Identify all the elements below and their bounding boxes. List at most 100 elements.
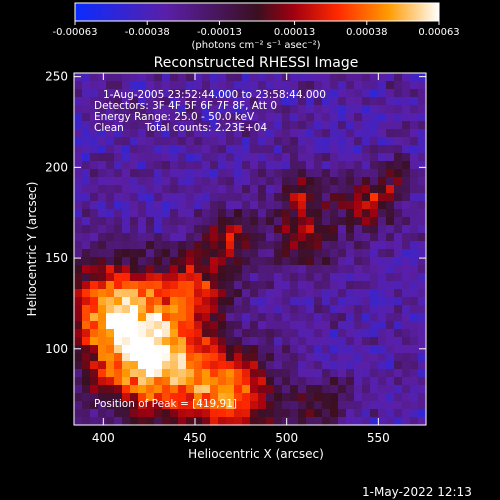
heatmap-cell <box>130 201 139 210</box>
heatmap-cell <box>258 241 267 250</box>
heatmap-cell <box>82 241 91 250</box>
heatmap-cell <box>186 73 195 82</box>
heatmap-cell <box>98 209 107 218</box>
heatmap-cell <box>338 281 347 290</box>
heatmap-cell <box>314 161 323 170</box>
heatmap-cell <box>338 161 347 170</box>
heatmap-cell <box>314 409 323 418</box>
heatmap-cell <box>322 361 331 370</box>
heatmap-cell <box>114 361 123 370</box>
heatmap-cell <box>138 105 147 114</box>
heatmap-cell <box>114 201 123 210</box>
heatmap-cell <box>162 353 171 362</box>
heatmap-cell <box>314 289 323 298</box>
heatmap-cell <box>194 353 203 362</box>
heatmap-cell <box>90 313 99 322</box>
heatmap-cell <box>418 329 427 338</box>
heatmap-cell <box>146 361 155 370</box>
heatmap-cell <box>370 201 379 210</box>
heatmap-cell <box>202 153 211 162</box>
heatmap-cell <box>226 345 235 354</box>
heatmap-cell <box>258 153 267 162</box>
heatmap-cell <box>378 241 387 250</box>
heatmap-cell <box>162 321 171 330</box>
heatmap-cell <box>186 417 195 426</box>
heatmap-cell <box>394 193 403 202</box>
heatmap-cell <box>242 161 251 170</box>
heatmap-cell <box>418 249 427 258</box>
heatmap-cell <box>402 305 411 314</box>
heatmap-cell <box>394 265 403 274</box>
heatmap-cell <box>362 417 371 426</box>
heatmap-cell <box>306 81 315 90</box>
heatmap-cell <box>274 417 283 426</box>
heatmap-cell <box>202 305 211 314</box>
heatmap-cell <box>394 225 403 234</box>
heatmap-cell <box>370 393 379 402</box>
heatmap-cell <box>162 185 171 194</box>
heatmap-cell <box>418 105 427 114</box>
heatmap-cell <box>194 81 203 90</box>
heatmap-cell <box>394 209 403 218</box>
heatmap-cell <box>170 265 179 274</box>
heatmap-cell <box>194 241 203 250</box>
y-tick-label: 100 <box>45 342 68 356</box>
heatmap-cell <box>202 225 211 234</box>
heatmap-cell <box>74 337 83 346</box>
plot-frame <box>73 72 427 426</box>
heatmap-cell <box>410 297 419 306</box>
heatmap-cell <box>234 377 243 386</box>
heatmap-cell <box>186 409 195 418</box>
heatmap-cell <box>346 225 355 234</box>
heatmap-cell <box>178 257 187 266</box>
heatmap-cell <box>394 153 403 162</box>
heatmap-cell <box>178 201 187 210</box>
heatmap-cell <box>322 81 331 90</box>
heatmap-cell <box>114 321 123 330</box>
heatmap-cell <box>178 337 187 346</box>
heatmap-cell <box>234 201 243 210</box>
heatmap-cell <box>170 273 179 282</box>
heatmap-cell <box>402 353 411 362</box>
heatmap-cell <box>90 257 99 266</box>
heatmap-cell <box>274 193 283 202</box>
heatmap-cell <box>130 257 139 266</box>
heatmap-cell <box>386 105 395 114</box>
heatmap-cell <box>338 297 347 306</box>
heatmap-cell <box>138 377 147 386</box>
heatmap-cell <box>138 321 147 330</box>
heatmap-cell <box>298 337 307 346</box>
heatmap-cell <box>98 273 107 282</box>
heatmap-cell <box>138 233 147 242</box>
heatmap-cell <box>298 313 307 322</box>
heatmap-cell <box>194 153 203 162</box>
heatmap-cell <box>170 81 179 90</box>
heatmap-cell <box>114 313 123 322</box>
heatmap-cell <box>378 385 387 394</box>
heatmap-cell <box>290 249 299 258</box>
heatmap-cell <box>186 281 195 290</box>
heatmap-cell <box>274 113 283 122</box>
heatmap-cell <box>90 113 99 122</box>
heatmap-cell <box>250 193 259 202</box>
heatmap-cell <box>330 321 339 330</box>
heatmap-cell <box>394 353 403 362</box>
heatmap-cell <box>74 105 83 114</box>
heatmap-cell <box>218 169 227 178</box>
heatmap-cell <box>298 129 307 138</box>
heatmap-cell <box>138 417 147 426</box>
heatmap-cell <box>242 385 251 394</box>
heatmap-cell <box>386 305 395 314</box>
heatmap-cell <box>146 137 155 146</box>
heatmap-cell <box>402 201 411 210</box>
heatmap-cell <box>370 97 379 106</box>
heatmap-cell <box>354 145 363 154</box>
y-tick-label: 250 <box>45 70 68 84</box>
heatmap-cell <box>194 113 203 122</box>
heatmap-cell <box>218 177 227 186</box>
heatmap-cell <box>250 377 259 386</box>
heatmap-cell <box>370 105 379 114</box>
heatmap-cell <box>330 329 339 338</box>
heatmap-cell <box>146 417 155 426</box>
heatmap-cell <box>202 265 211 274</box>
